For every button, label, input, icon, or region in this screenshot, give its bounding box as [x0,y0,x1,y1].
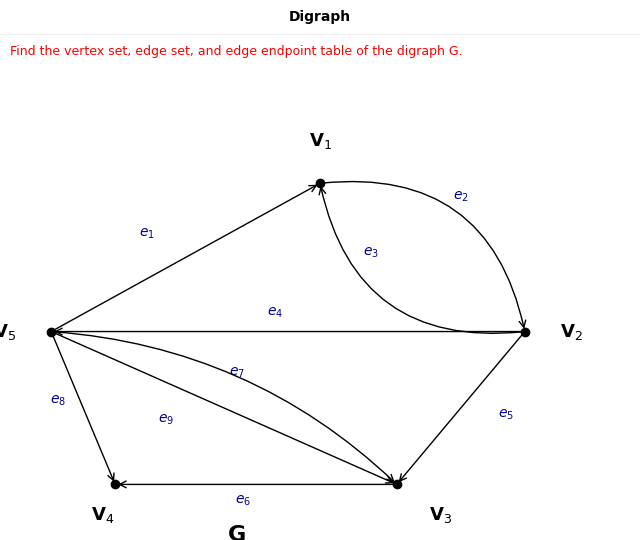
Text: $e_{7}$: $e_{7}$ [229,366,244,381]
Text: $\mathbf{V}_{2}$: $\mathbf{V}_{2}$ [560,321,583,341]
Text: $e_{9}$: $e_{9}$ [158,413,175,427]
Text: $e_{6}$: $e_{6}$ [235,494,252,508]
Text: $e_{5}$: $e_{5}$ [498,408,513,422]
Text: $\mathbf{V}_{1}$: $\mathbf{V}_{1}$ [308,131,332,151]
Text: $\mathbf{V}_{3}$: $\mathbf{V}_{3}$ [429,504,452,524]
Text: $e_{2}$: $e_{2}$ [453,190,468,205]
Text: $\mathbf{G}$: $\mathbf{G}$ [227,525,246,540]
Text: $e_{1}$: $e_{1}$ [140,227,155,241]
Text: $\mathbf{V}_{4}$: $\mathbf{V}_{4}$ [91,504,114,524]
Text: Digraph: Digraph [289,10,351,24]
Text: $e_{4}$: $e_{4}$ [267,306,284,320]
Text: $e_{8}$: $e_{8}$ [49,394,66,408]
Text: $e_{3}$: $e_{3}$ [364,246,379,260]
Text: $\mathbf{V}_{5}$: $\mathbf{V}_{5}$ [0,321,16,341]
Text: Find the vertex set, edge set, and edge endpoint table of the digraph G.: Find the vertex set, edge set, and edge … [10,45,462,58]
